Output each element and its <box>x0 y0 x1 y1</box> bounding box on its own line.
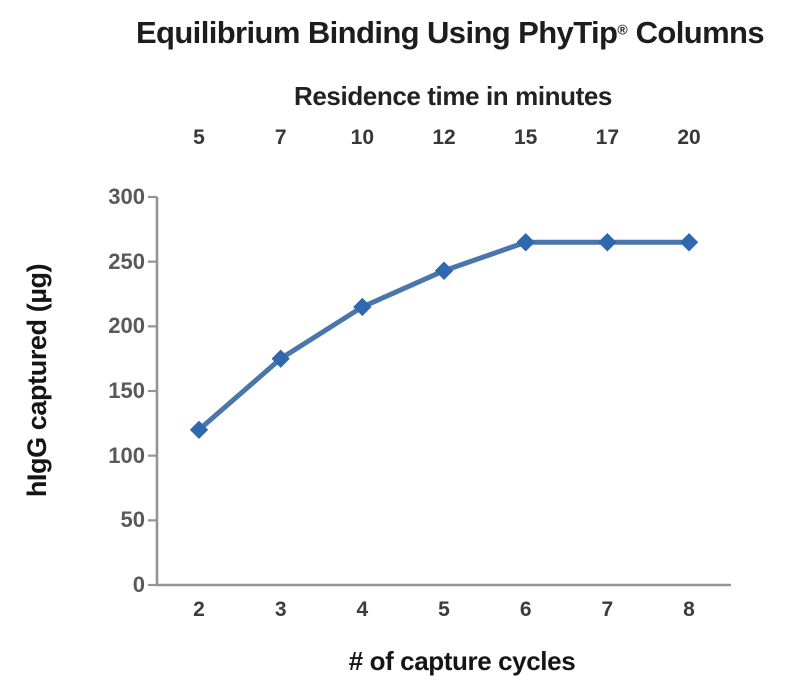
data-point-marker <box>190 420 208 439</box>
x-tick-label: 3 <box>274 598 287 621</box>
data-point-marker <box>680 233 699 252</box>
top-tick-label: 15 <box>513 126 538 149</box>
y-tick-label: 300 <box>108 184 145 209</box>
chart-title-suffix: Columns <box>627 15 765 50</box>
top-tick-label: 5 <box>193 126 205 149</box>
x-tick-label: 2 <box>193 598 205 621</box>
data-point-marker <box>353 297 372 316</box>
x-tick-label: 6 <box>519 598 532 621</box>
y-tick-label: 200 <box>108 313 145 339</box>
x-tick-label: 5 <box>438 598 450 621</box>
y-tick-label: 100 <box>108 442 145 468</box>
x-axis-label: # of capture cycles <box>348 646 576 676</box>
top-tick-label: 12 <box>432 126 456 149</box>
data-point-marker <box>598 233 617 252</box>
y-tick-label: 150 <box>108 378 145 403</box>
top-tick-label: 7 <box>274 126 287 149</box>
data-point-marker <box>435 261 454 280</box>
data-point-marker <box>271 349 290 368</box>
chart-title-main: Equilibrium Binding Using PhyTip <box>135 15 618 50</box>
chart-title: Equilibrium Binding Using PhyTip® Column… <box>97 15 793 51</box>
x-tick-label: 7 <box>601 598 614 621</box>
top-tick-label: 20 <box>677 126 701 149</box>
y-tick-label: 50 <box>120 507 145 533</box>
x-tick-label: 4 <box>356 598 369 621</box>
x-tick-label: 8 <box>683 598 695 621</box>
data-point-marker <box>516 233 535 252</box>
top-tick-label: 17 <box>595 126 620 149</box>
top-tick-label: 10 <box>350 126 374 149</box>
y-tick-label: 0 <box>132 572 145 597</box>
registered-trademark-symbol: ® <box>617 21 628 38</box>
y-tick-label: 250 <box>108 248 145 274</box>
top-axis-label: Residence time in minutes <box>294 81 612 111</box>
